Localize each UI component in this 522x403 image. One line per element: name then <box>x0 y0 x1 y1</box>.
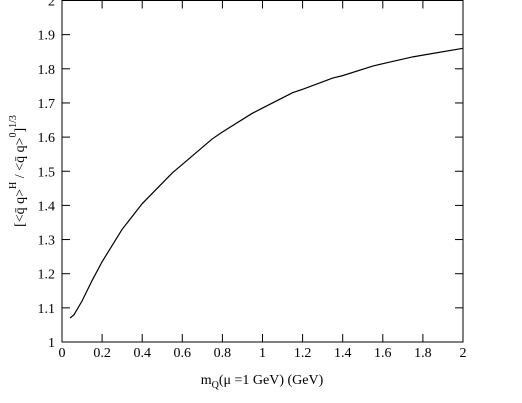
y-tick-label: 1 <box>48 336 55 351</box>
y-tick-label: 1.6 <box>38 131 56 146</box>
y-tick-label: 1.7 <box>38 97 56 112</box>
y-tick-label: 1.9 <box>38 29 56 44</box>
x-tick-label: 0 <box>59 346 66 361</box>
x-tick-label: 0.6 <box>174 346 192 361</box>
y-tick-label: 1.8 <box>38 63 56 78</box>
y-tick-label: 1.5 <box>38 165 56 180</box>
x-tick-label: 2 <box>460 346 467 361</box>
x-tick-label: 0.2 <box>93 346 111 361</box>
x-tick-label: 1.4 <box>334 346 352 361</box>
x-tick-label: 0.8 <box>214 346 232 361</box>
x-tick-label: 1.8 <box>414 346 432 361</box>
plot-frame <box>61 0 464 343</box>
y-tick-label: 2 <box>48 0 55 10</box>
data-line <box>69 47 464 319</box>
y-tick-label: 1.1 <box>38 302 56 317</box>
x-tick-label: 1.2 <box>294 346 312 361</box>
y-tick-label: 1.3 <box>38 234 56 249</box>
y-axis-label: [<q̄ q>H / <q̄ q>0]1/3 <box>8 115 28 227</box>
x-tick-label: 1.6 <box>374 346 392 361</box>
x-tick-label: 1 <box>259 346 266 361</box>
y-tick-label: 1.4 <box>38 199 56 214</box>
x-axis-label: mQ(μ =1 GeV) (GeV) <box>201 373 324 391</box>
x-tick-label: 0.4 <box>133 346 151 361</box>
y-tick-label: 1.2 <box>38 268 56 283</box>
